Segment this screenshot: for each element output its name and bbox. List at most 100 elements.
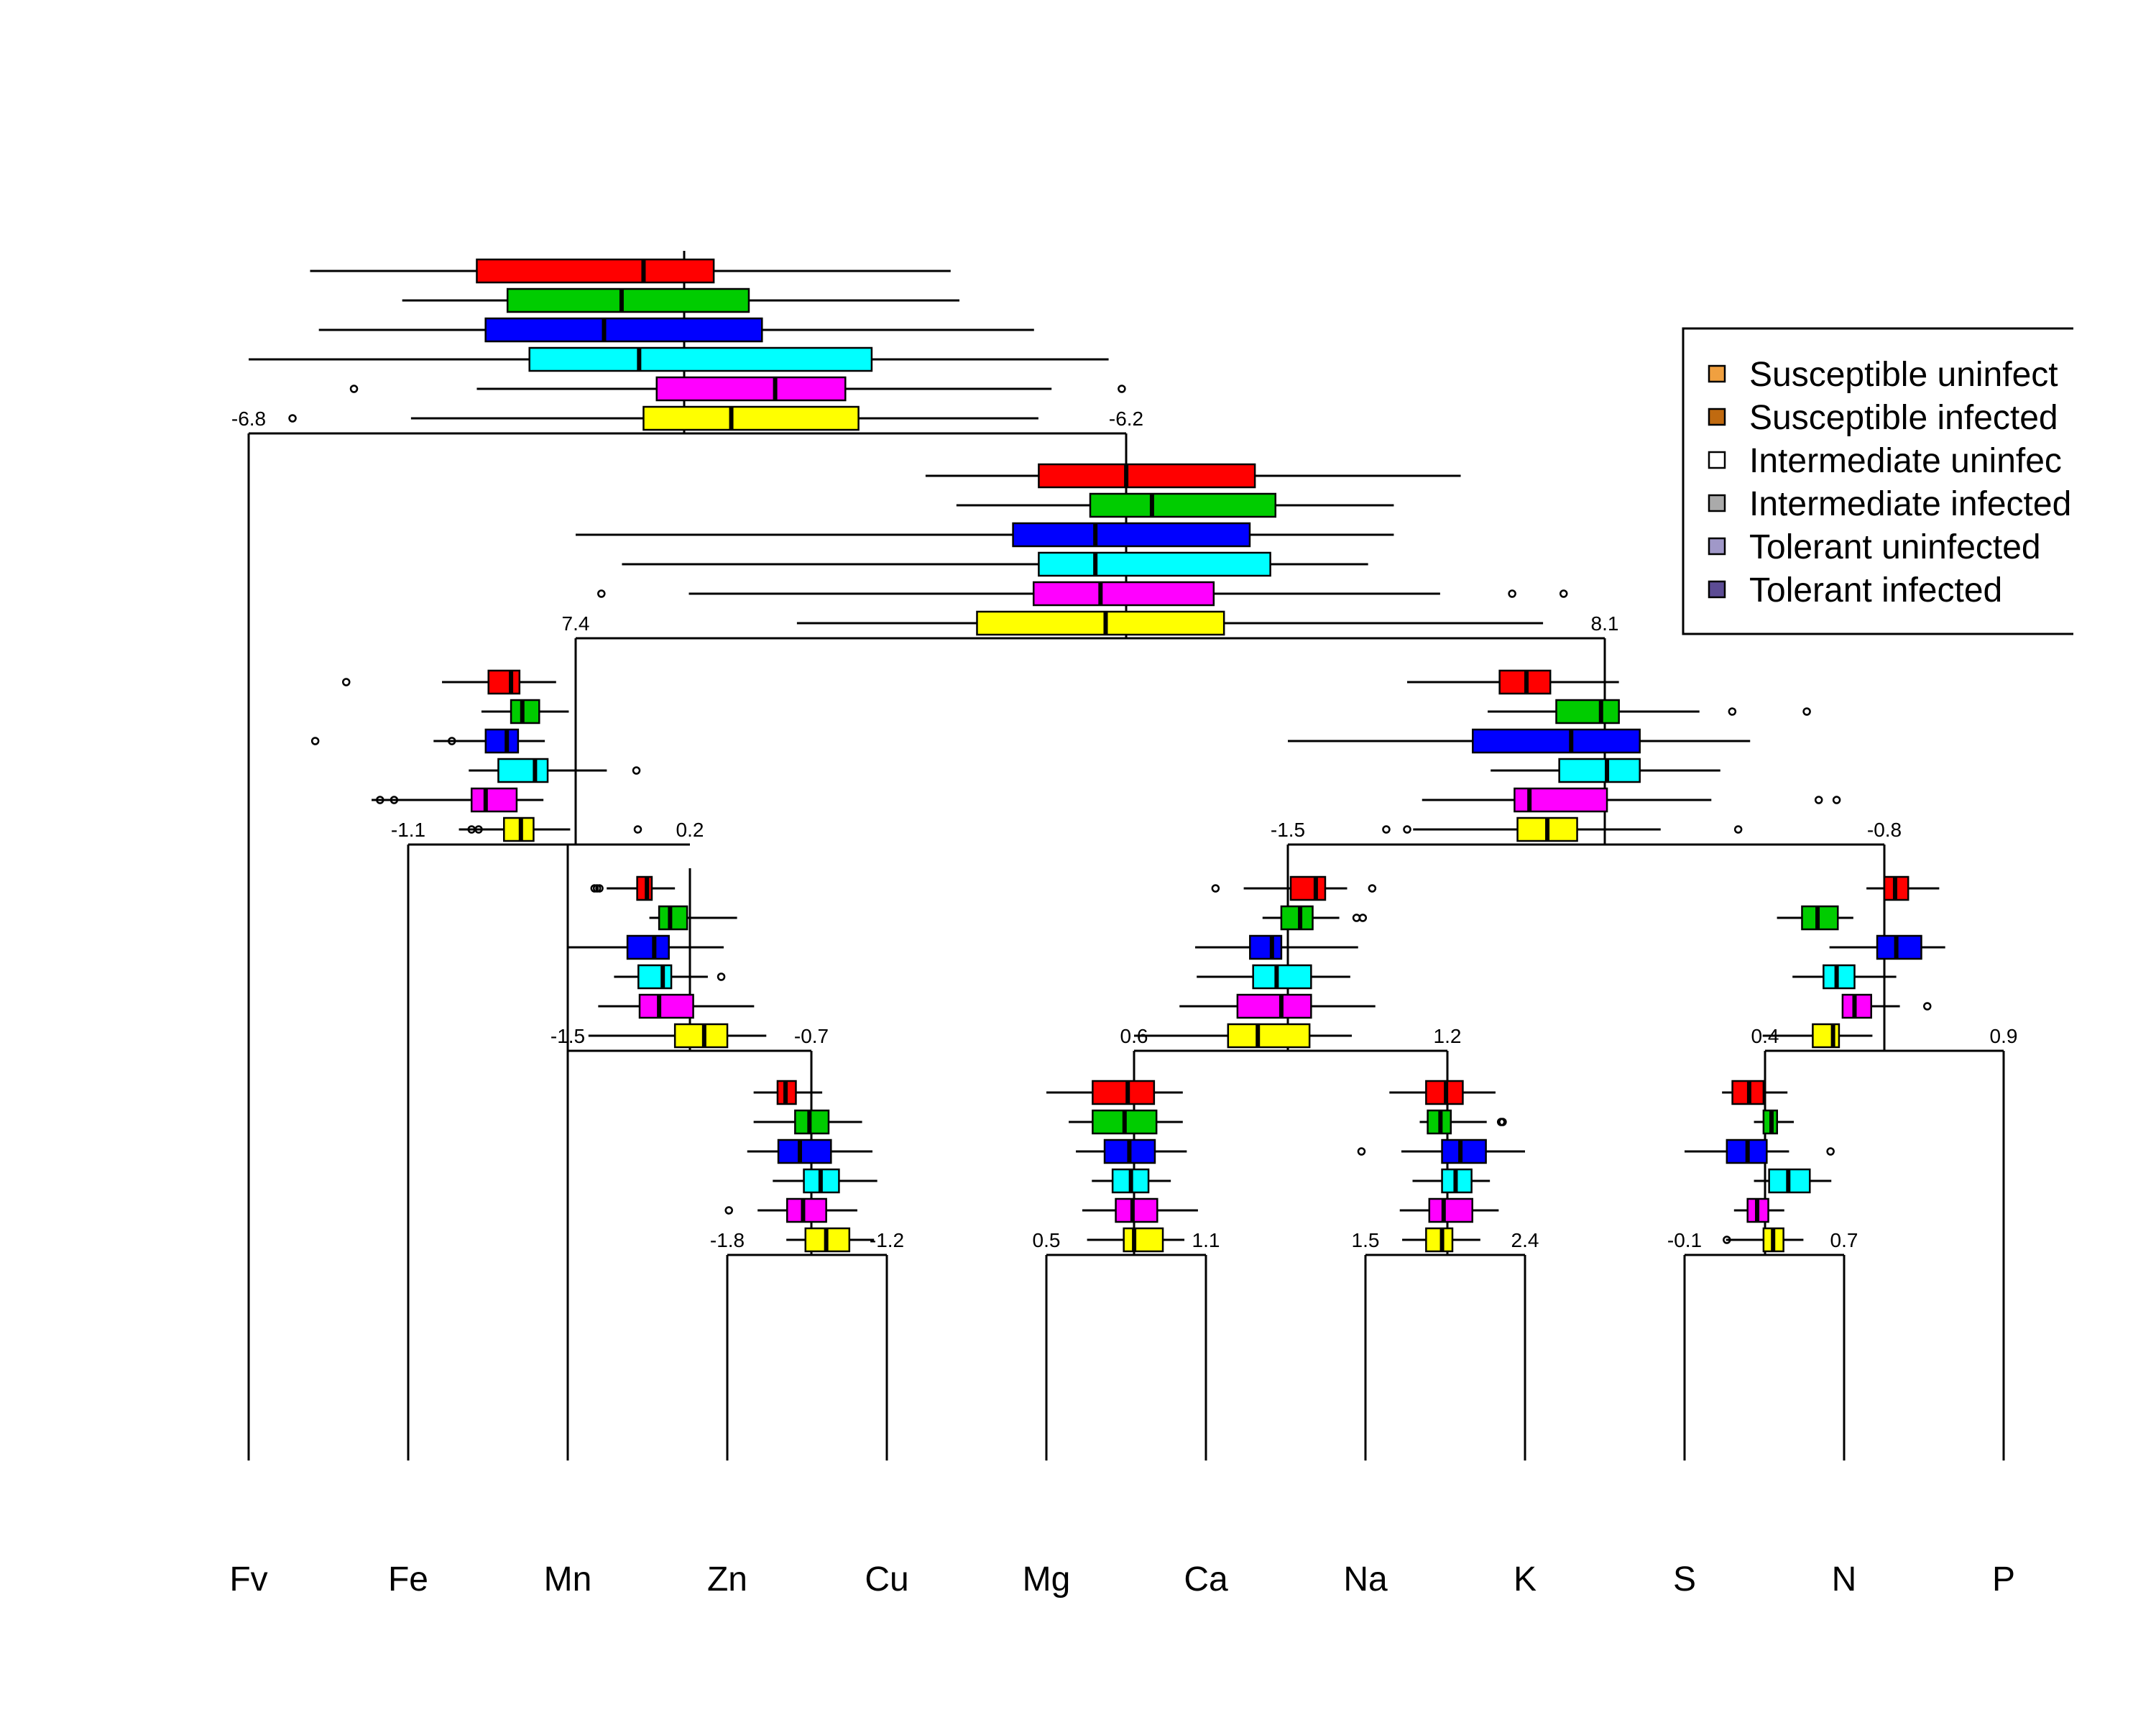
scale-min-label: -6.8 <box>231 408 266 430</box>
boxplot-root-series-5 <box>349 376 1126 402</box>
boxplot-box <box>510 699 540 724</box>
boxplot-box <box>1289 875 1327 901</box>
scale-max-label: -0.7 <box>794 1025 829 1047</box>
node-boxplots-root <box>249 251 1126 433</box>
leaf-label-cu: Cu <box>865 1560 908 1598</box>
boxplot-root-series-4 <box>249 346 1109 372</box>
boxplot-n4-series-3 <box>1288 728 1751 754</box>
boxplot-n8-series-1 <box>753 1080 823 1105</box>
boxplot-outlier <box>1357 1147 1366 1156</box>
boxplot-box <box>1249 934 1283 960</box>
boxplot-n8-series-6 <box>786 1227 875 1253</box>
boxplot-outlier <box>390 796 399 804</box>
boxplot-root-series-3 <box>318 317 1034 343</box>
boxplot-box <box>626 934 670 960</box>
boxplot-n7-series-1 <box>1866 875 1940 901</box>
boxplot-root-series-6 <box>288 405 1038 431</box>
boxplot-n5-series-5 <box>598 993 755 1019</box>
boxplot-outlier <box>597 589 606 598</box>
legend-entry-1: Susceptible uninfect <box>1708 356 2058 394</box>
boxplot-n8-series-5 <box>724 1197 857 1223</box>
boxplot-box <box>487 669 521 695</box>
boxplot-outlier <box>724 1206 733 1215</box>
boxplot-n4-series-1 <box>1407 669 1619 695</box>
boxplot-box <box>1115 1197 1158 1223</box>
leaf-label-n: N <box>1832 1560 1857 1598</box>
boxplot-box <box>1038 463 1256 489</box>
boxplot-groups <box>249 251 1945 1255</box>
legend-swatch <box>1708 451 1726 469</box>
boxplot-n6-series-5 <box>1179 993 1376 1019</box>
node-boxplots-n4 <box>1288 662 1841 845</box>
boxplot-n9-series-2 <box>1069 1109 1183 1135</box>
boxplot-n2-series-2 <box>956 492 1394 518</box>
leaf-label-fe: Fe <box>388 1560 428 1598</box>
boxplot-outlier <box>1832 796 1841 804</box>
boxplot-outlier <box>1923 1002 1932 1011</box>
boxplot-n8-series-2 <box>753 1109 862 1135</box>
boxplot-n9-series-3 <box>1076 1138 1187 1164</box>
node-boxplots-n2 <box>576 456 1568 638</box>
scale-min-label: 0.6 <box>1120 1025 1148 1047</box>
boxplot-outlier <box>288 414 297 423</box>
legend-swatch <box>1708 494 1726 512</box>
boxplot-outlier <box>1723 1236 1731 1244</box>
boxplot-n6-series-6 <box>1134 1023 1353 1049</box>
boxplot-n11-series-6 <box>1723 1227 1804 1253</box>
legend-entry-6: Tolerant infected <box>1708 571 2002 610</box>
boxplot-outlier <box>633 825 642 834</box>
boxplot-outlier <box>1814 796 1823 804</box>
boxplot-box <box>777 1138 832 1164</box>
legend-entry-2: Susceptible infected <box>1708 399 2058 437</box>
boxplot-outlier <box>1211 884 1220 893</box>
boxplot-n5-series-3 <box>568 934 724 960</box>
boxplot-box <box>1252 964 1312 990</box>
boxplot-outlier <box>1728 707 1737 716</box>
boxplot-box <box>1032 581 1215 607</box>
scale-max-label: -6.2 <box>1109 408 1143 430</box>
node-boxplots-n5 <box>568 868 767 1051</box>
scale-max-label: -1.2 <box>870 1229 904 1251</box>
boxplot-outlier <box>1403 825 1411 834</box>
boxplot-box <box>1012 522 1251 548</box>
scale-max-label: -0.8 <box>1867 819 1902 841</box>
scale-max-label: 0.9 <box>1990 1025 2018 1047</box>
boxplot-n2-series-1 <box>925 463 1461 489</box>
boxplot-box <box>1472 728 1641 754</box>
boxplot-outlier <box>1382 825 1391 834</box>
boxplot-n5-series-4 <box>614 964 726 990</box>
scale-min-label: -1.1 <box>391 819 425 841</box>
boxplot-n5-series-2 <box>649 905 737 931</box>
boxplot-n5-series-1 <box>590 875 676 901</box>
boxplot-box <box>484 728 520 754</box>
leaf-label-k: K <box>1514 1560 1537 1598</box>
boxplot-box <box>1425 1227 1454 1253</box>
boxplot-box <box>484 317 763 343</box>
boxplot-box <box>1280 905 1314 931</box>
boxplot-box <box>1801 905 1839 931</box>
boxplot-n10-series-3 <box>1357 1138 1525 1164</box>
legend-entry-4: Intermediate infected <box>1708 485 2071 523</box>
legend-label: Susceptible uninfect <box>1749 356 2058 394</box>
boxplot-outlier <box>1508 589 1516 598</box>
boxplot-outlier <box>717 972 726 981</box>
boxplot-n10-series-6 <box>1402 1227 1480 1253</box>
boxplot-n11-series-4 <box>1754 1168 1832 1194</box>
scale-max-label: 2.4 <box>1511 1229 1539 1251</box>
boxplot-box <box>794 1109 830 1135</box>
node-boxplots-n6 <box>1134 868 1377 1051</box>
scale-min-label: 7.4 <box>562 612 590 635</box>
leaf-label-p: P <box>1992 1560 2015 1598</box>
boxplot-outlier <box>1733 825 1743 834</box>
boxplot-box <box>1441 1138 1487 1164</box>
boxplot-n9-series-4 <box>1092 1168 1171 1194</box>
boxplot-box <box>655 376 847 402</box>
boxplot-n6-series-3 <box>1195 934 1358 960</box>
boxplot-n2-series-4 <box>622 551 1368 577</box>
boxplot-n3-series-3 <box>310 728 545 754</box>
boxplot-n3-series-5 <box>372 787 544 813</box>
scale-max-label: 0.2 <box>676 819 704 841</box>
boxplot-n4-series-2 <box>1488 699 1811 724</box>
scale-min-label: -1.5 <box>1271 819 1305 841</box>
boxplot-n2-series-6 <box>796 610 1544 636</box>
